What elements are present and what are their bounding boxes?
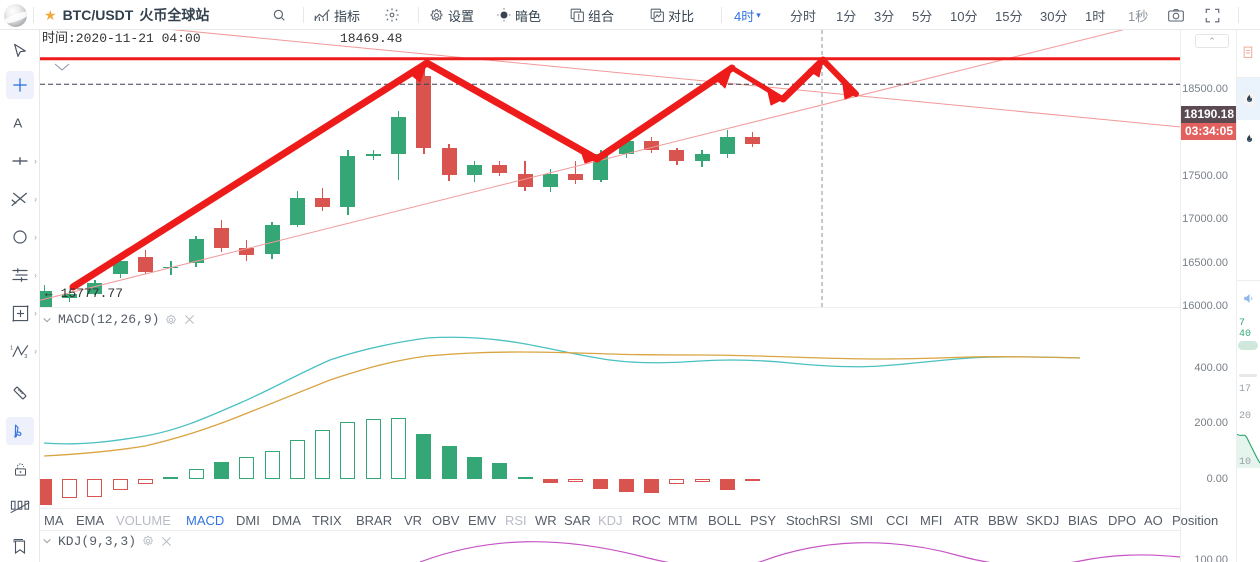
svg-text:18469.48: 18469.48 (340, 31, 402, 46)
svg-text:1: 1 (10, 346, 13, 352)
svg-text:A: A (13, 116, 22, 131)
svg-text:时间:2020-11-21 04:00: 时间:2020-11-21 04:00 (42, 31, 201, 46)
svg-text:← 15777.77: ← 15777.77 (45, 286, 123, 301)
svg-text:3: 3 (24, 354, 27, 359)
